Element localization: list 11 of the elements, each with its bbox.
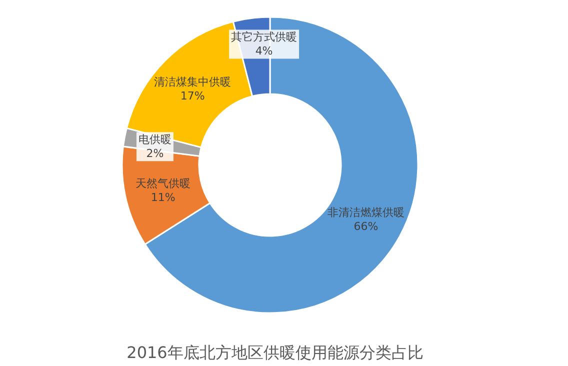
slice-label: 其它方式供暖 [231, 30, 298, 44]
text: 2016年底北方地区供暖使用能源分类占比 [126, 343, 424, 362]
slice-label: 天然气供暖 [136, 176, 191, 190]
slice-label: 电供暖 [138, 133, 172, 146]
slice-label: 清洁煤集中供暖 [154, 76, 232, 89]
data-label: 4% [255, 44, 273, 58]
data-label: 11% [150, 190, 176, 204]
data-label: 66% [354, 220, 378, 233]
data-label: 2% [146, 147, 164, 160]
slice-label: 非清洁燃煤供暖 [327, 206, 404, 219]
data-label: 17% [180, 90, 205, 103]
